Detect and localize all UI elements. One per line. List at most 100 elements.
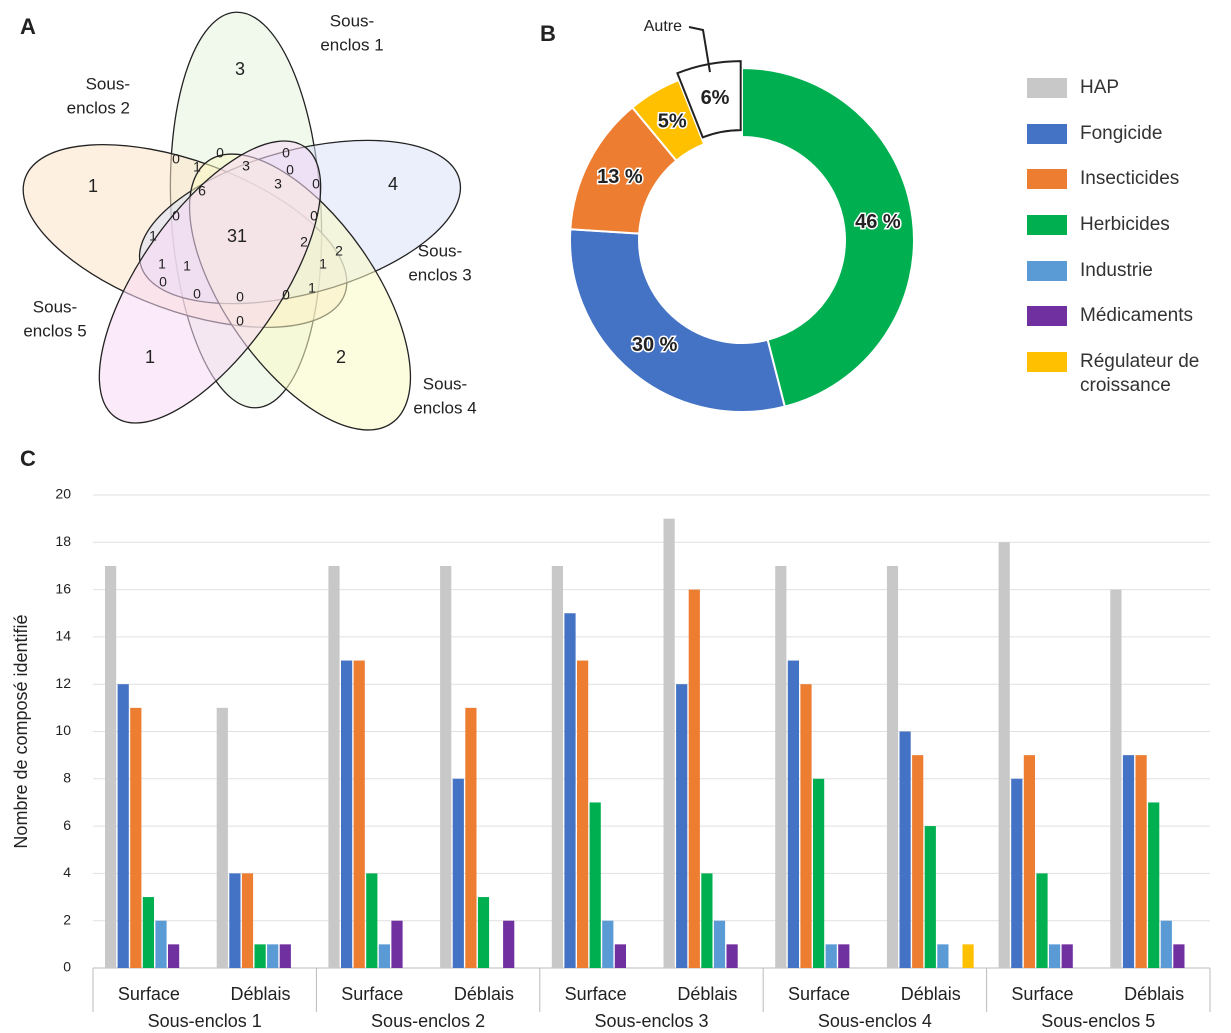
bar <box>1110 589 1122 968</box>
set-label: enclos 5 <box>23 321 86 340</box>
bar <box>564 613 576 968</box>
bar <box>663 518 675 968</box>
y-tick-label: 18 <box>55 533 71 549</box>
bar <box>886 565 899 968</box>
bar <box>614 944 626 968</box>
legend-item: HAP <box>1027 70 1227 116</box>
legend-label: Herbicides <box>1080 214 1170 236</box>
x-tick-label: Déblais <box>1124 984 1184 1004</box>
bar <box>241 873 254 968</box>
donut-slice <box>630 78 706 163</box>
set-label: enclos 4 <box>413 398 476 417</box>
legend-item: Médicaments <box>1027 298 1227 344</box>
region-count: 31 <box>227 226 247 246</box>
y-tick-label: 0 <box>63 959 71 975</box>
region-count: 2 <box>335 243 343 259</box>
x-tick-label: Déblais <box>454 984 514 1004</box>
bar <box>998 542 1010 968</box>
legend-item: Industrie <box>1027 253 1227 299</box>
set-label: Sous- <box>418 241 462 260</box>
y-axis-label: Nombre de composé identifié <box>11 614 31 848</box>
bar <box>1061 944 1073 968</box>
region-count: 1 <box>149 228 157 244</box>
bar <box>602 920 614 968</box>
legend-swatch <box>1027 306 1067 327</box>
bar <box>465 707 477 968</box>
group-label: Sous-enclos 3 <box>594 1011 708 1031</box>
legend-label: Régulateur de croissance <box>1080 351 1200 397</box>
bar <box>899 731 911 968</box>
set-label: enclos 3 <box>408 265 471 284</box>
slice-label: 30 % <box>632 334 678 356</box>
set-label: enclos 1 <box>320 35 383 54</box>
region-count: 0 <box>193 286 201 302</box>
y-tick-label: 4 <box>63 864 71 880</box>
region-count: 3 <box>235 59 245 79</box>
bar <box>577 660 589 968</box>
region-count: 0 <box>282 287 290 303</box>
x-tick-label: Surface <box>565 984 627 1004</box>
x-tick-label: Surface <box>341 984 403 1004</box>
legend-label: Industrie <box>1080 259 1153 281</box>
bar <box>117 684 129 968</box>
bar <box>1148 802 1160 968</box>
region-count: 0 <box>282 145 290 161</box>
bar <box>341 660 353 968</box>
bar <box>589 802 601 968</box>
legend-item: Régulateur de croissance <box>1027 344 1227 396</box>
region-count: 0 <box>236 289 244 305</box>
panel-letter: B <box>540 21 556 46</box>
bar <box>1036 873 1048 968</box>
y-tick-label: 6 <box>63 817 71 833</box>
bar <box>168 944 180 968</box>
slice-label: 46 % <box>855 211 901 233</box>
bar <box>825 944 837 968</box>
region-count: 1 <box>88 176 98 196</box>
legend-item: Insecticides <box>1027 161 1227 207</box>
bar <box>391 920 403 968</box>
panel-letter: A <box>20 14 36 39</box>
bar <box>551 565 563 968</box>
bar <box>1023 755 1035 968</box>
region-count: 0 <box>312 176 320 192</box>
venn-set <box>98 140 322 424</box>
region-count: 0 <box>172 151 180 167</box>
region-count: 0 <box>286 162 294 178</box>
region-count: 1 <box>308 280 316 296</box>
x-tick-label: Déblais <box>231 984 291 1004</box>
bar <box>726 944 738 968</box>
group-label: Sous-enclos 4 <box>818 1011 932 1031</box>
donut-slice <box>741 66 915 408</box>
legend-label: Médicaments <box>1080 305 1193 327</box>
region-count: 2 <box>336 347 346 367</box>
bar <box>937 944 949 968</box>
legend-label: Fongicide <box>1080 122 1163 144</box>
slice-label: 5% <box>658 110 687 132</box>
bar <box>366 873 378 968</box>
bar <box>1135 755 1147 968</box>
slice-label: 13 % <box>597 166 643 188</box>
bar <box>962 944 974 968</box>
legend-item: Fongicide <box>1027 116 1227 162</box>
bar <box>688 589 700 968</box>
region-count: 0 <box>216 145 224 161</box>
legend-swatch <box>1027 169 1067 190</box>
x-tick-label: Surface <box>118 984 180 1004</box>
x-tick-label: Surface <box>1011 984 1073 1004</box>
set-label: enclos 2 <box>67 98 130 117</box>
bar <box>105 565 117 968</box>
bar <box>838 944 850 968</box>
region-count: 0 <box>236 313 244 329</box>
bar <box>440 565 452 968</box>
bar <box>1011 778 1023 968</box>
legend-swatch <box>1027 78 1067 98</box>
region-count: 4 <box>388 174 398 194</box>
bar <box>477 897 490 968</box>
bar <box>216 707 228 968</box>
region-count: 1 <box>145 347 155 367</box>
bar <box>155 920 167 968</box>
group-label: Sous-enclos 1 <box>148 1011 262 1031</box>
y-tick-label: 14 <box>55 628 71 644</box>
